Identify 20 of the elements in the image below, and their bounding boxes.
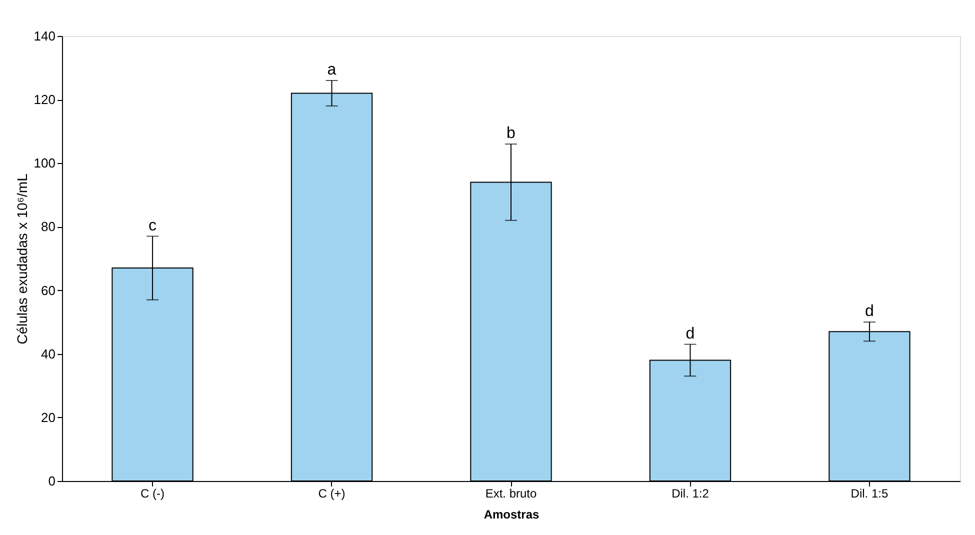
y-tick-label: 20 bbox=[41, 410, 56, 425]
y-tick-label: 140 bbox=[34, 28, 56, 44]
x-tick-label: Ext. bruto bbox=[485, 486, 538, 500]
y-tick-label: 40 bbox=[41, 346, 56, 362]
y-tick-label: 0 bbox=[48, 474, 56, 488]
x-tick-label: C (-) bbox=[140, 486, 165, 500]
annotation: d bbox=[686, 325, 695, 342]
annotation: b bbox=[506, 125, 516, 142]
annotation: a bbox=[327, 62, 336, 78]
annotation: c bbox=[148, 217, 157, 234]
x-tick-label: C (+) bbox=[318, 486, 346, 500]
x-axis-title: Amostras bbox=[484, 508, 540, 522]
y-tick-label: 100 bbox=[34, 156, 56, 171]
annotation: d bbox=[865, 303, 874, 320]
x-tick-label: Dil. 1:2 bbox=[672, 486, 710, 500]
x-tick-label: Dil. 1:5 bbox=[850, 486, 888, 500]
y-tick-label: 120 bbox=[34, 92, 56, 108]
y-axis-title: Células exudadas x 10⁶/mL bbox=[14, 173, 30, 344]
y-tick-label: 80 bbox=[41, 219, 56, 234]
y-tick-label: 60 bbox=[41, 282, 56, 298]
